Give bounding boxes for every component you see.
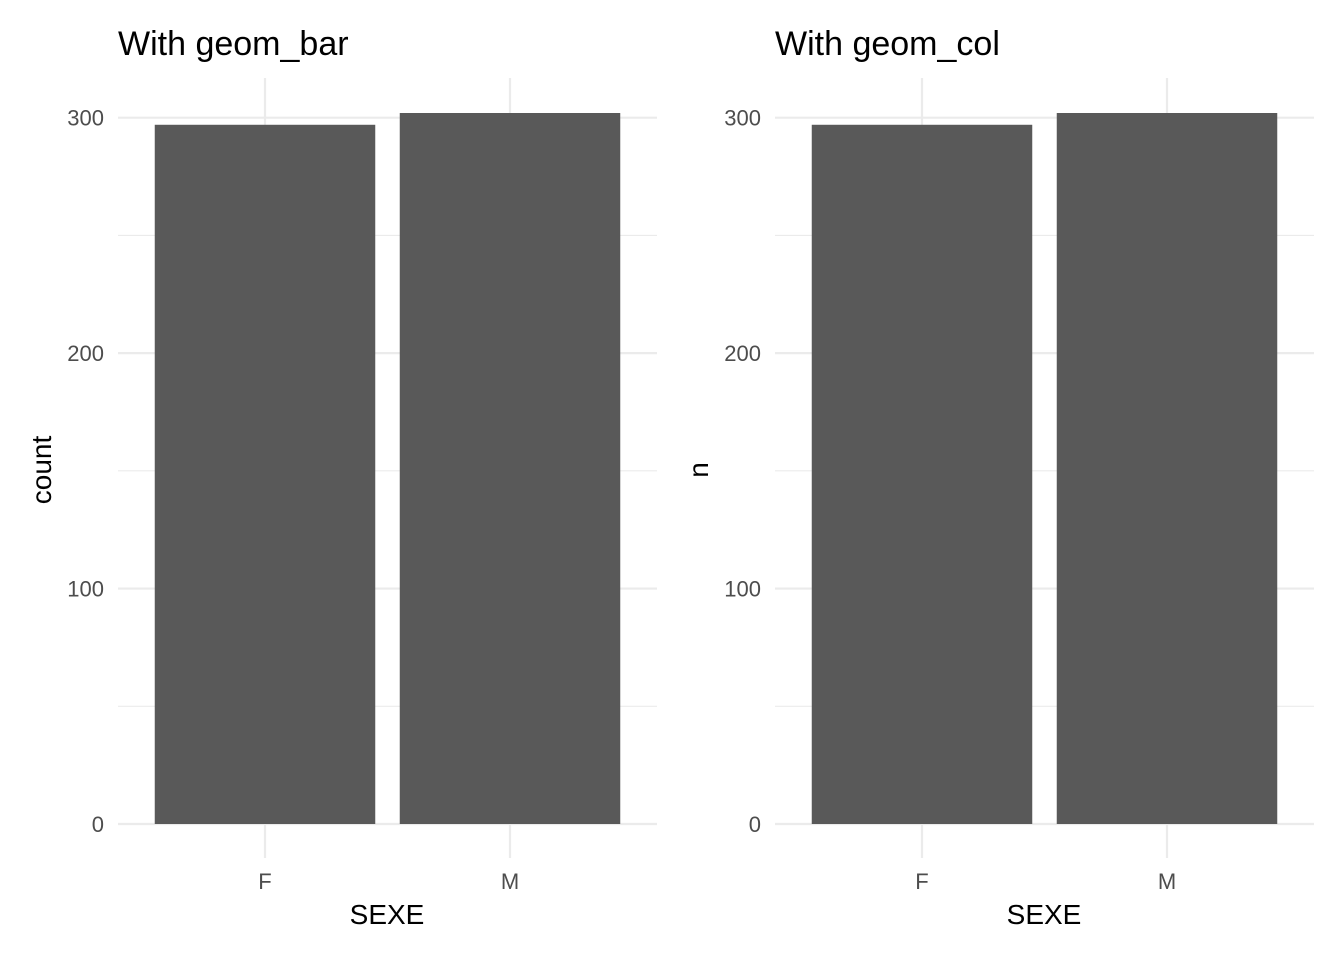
y-axis-title: n xyxy=(683,462,714,478)
bar-F xyxy=(811,124,1033,824)
y-axis-title: count xyxy=(26,436,57,505)
bars xyxy=(811,113,1278,824)
x-axis-title: SEXE xyxy=(350,899,425,930)
y-tick-label: 300 xyxy=(724,106,761,131)
y-tick-label: 100 xyxy=(67,577,104,602)
y-tick-labels: 0 100 200 300 xyxy=(67,106,104,837)
panel-title: With geom_bar xyxy=(118,25,349,63)
y-tick-labels: 0 100 200 300 xyxy=(724,106,761,837)
y-tick-label: 200 xyxy=(67,341,104,366)
y-tick-label: 0 xyxy=(92,812,104,837)
y-tick-label: 0 xyxy=(749,812,761,837)
y-tick-label: 300 xyxy=(67,106,104,131)
y-tick-label: 200 xyxy=(724,341,761,366)
panel-title: With geom_col xyxy=(775,25,1000,63)
x-tick-label: M xyxy=(501,869,519,894)
y-tick-label: 100 xyxy=(724,577,761,602)
bar-M xyxy=(1056,113,1278,824)
bar-M xyxy=(399,113,621,824)
x-tick-label: F xyxy=(258,869,271,894)
bars xyxy=(154,113,621,824)
bar-F xyxy=(154,124,376,824)
x-tick-label: F xyxy=(915,869,928,894)
x-tick-label: M xyxy=(1158,869,1176,894)
x-axis-title: SEXE xyxy=(1007,899,1082,930)
